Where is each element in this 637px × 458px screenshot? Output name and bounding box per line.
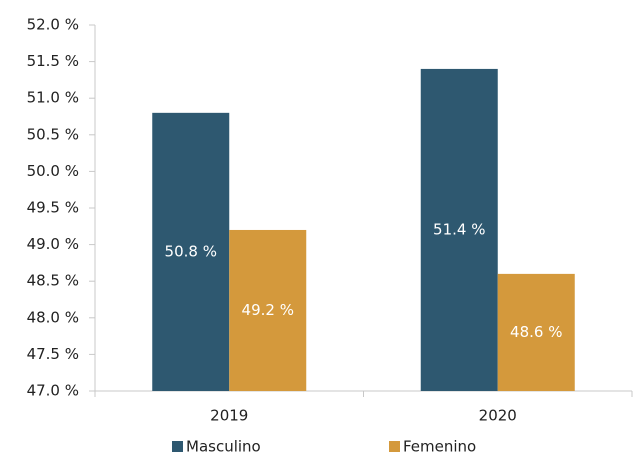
y-tick-label: 50.5 % <box>27 125 79 143</box>
x-tick-label: 2019 <box>210 407 248 425</box>
x-tick-label: 2020 <box>479 407 517 425</box>
data-label: 51.4 % <box>433 220 485 238</box>
y-tick-label: 52.0 % <box>27 16 79 34</box>
y-tick-label: 47.5 % <box>27 345 79 363</box>
y-tick-label: 51.5 % <box>27 52 79 70</box>
legend-label: Masculino <box>186 438 261 456</box>
data-label: 50.8 % <box>165 242 217 260</box>
bar <box>152 112 230 391</box>
data-label: 49.2 % <box>242 301 294 319</box>
y-tick-label: 48.5 % <box>27 272 79 290</box>
bar <box>229 229 307 391</box>
y-tick-label: 49.5 % <box>27 199 79 217</box>
legend-swatch <box>389 441 400 452</box>
data-label: 48.6 % <box>510 323 562 341</box>
y-tick-label: 48.0 % <box>27 308 79 326</box>
y-tick-label: 49.0 % <box>27 235 79 253</box>
bar <box>497 273 575 391</box>
legend-label: Femenino <box>403 438 476 456</box>
bar <box>420 68 498 392</box>
y-tick-label: 51.0 % <box>27 89 79 107</box>
legend-swatch <box>172 441 183 452</box>
y-tick-label: 47.0 % <box>27 382 79 400</box>
y-tick-label: 50.0 % <box>27 162 79 180</box>
